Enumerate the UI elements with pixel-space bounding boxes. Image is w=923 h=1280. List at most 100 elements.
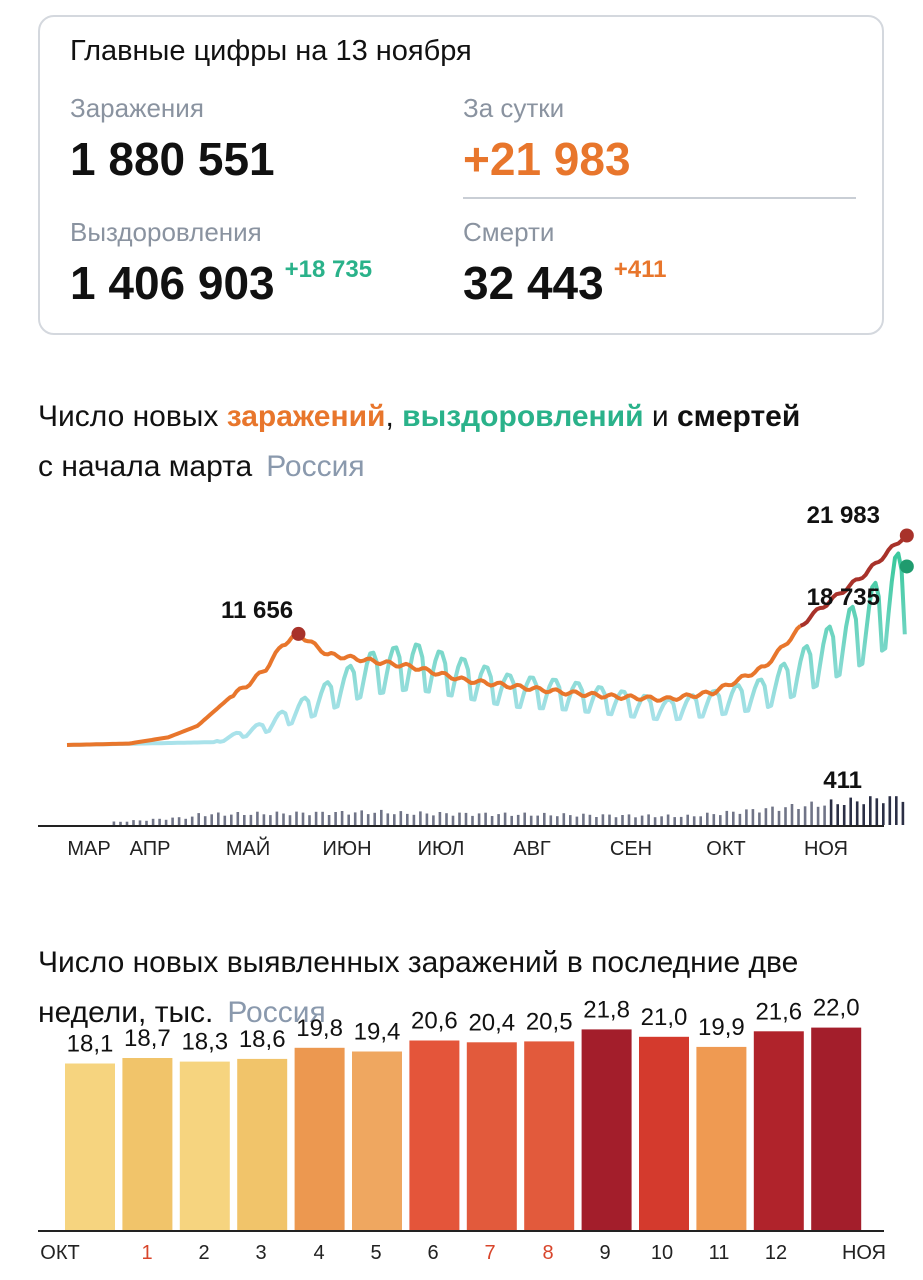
stat-infections: Заражения 1 880 551 <box>70 93 275 186</box>
bar-value-label: 20,4 <box>468 1009 515 1036</box>
death-bar <box>112 821 116 825</box>
death-bar <box>125 821 129 825</box>
death-bar <box>138 820 142 825</box>
death-bar <box>334 812 337 825</box>
death-bar <box>523 812 526 825</box>
death-bar <box>327 815 331 825</box>
death-bar <box>282 813 285 825</box>
death-bar <box>784 807 787 825</box>
bar-value-label: 21,8 <box>583 996 630 1023</box>
death-bar <box>842 805 846 825</box>
death-bar <box>151 818 155 825</box>
death-bar <box>380 809 383 825</box>
death-bar <box>386 813 390 825</box>
x-tick-label: 1 <box>141 1242 152 1264</box>
bar-day-2 <box>179 1061 230 1230</box>
recoveries-delta: +18 735 <box>284 256 373 283</box>
stat-deaths: Смерти 32 443 +411 <box>463 217 666 310</box>
series-line-infections <box>66 624 802 747</box>
x-tick-label: 10 <box>651 1242 673 1264</box>
death-bar <box>164 819 168 825</box>
x-tick-label: ИЮН <box>322 838 371 860</box>
death-bar <box>438 812 442 825</box>
death-bar <box>497 814 500 825</box>
x-tick-label: МАР <box>67 838 110 860</box>
x-tick-label: 12 <box>765 1242 787 1264</box>
death-bar <box>308 815 311 825</box>
end-label-deaths: 411 <box>823 767 862 794</box>
death-bar <box>738 813 742 825</box>
chart1-title-since: с начала марта <box>38 450 253 483</box>
summary-divider <box>463 197 856 199</box>
bar-day-5 <box>352 1051 402 1230</box>
bar-value-label: 19,9 <box>698 1014 745 1041</box>
x-tick-label: ОКТ <box>40 1242 79 1264</box>
chart2-title-line1: Число новых выявленных заражений в после… <box>38 946 799 979</box>
death-bar <box>490 816 494 825</box>
death-bar <box>895 796 898 825</box>
death-bar <box>184 818 187 825</box>
death-bar <box>849 797 852 825</box>
death-bar <box>484 812 487 825</box>
death-bar <box>666 814 670 825</box>
stat-daily: За сутки +21 983 <box>463 93 631 186</box>
death-bar <box>569 815 572 825</box>
death-bar <box>692 816 696 825</box>
death-bar <box>399 811 403 825</box>
x-tick-label: 8 <box>542 1242 553 1264</box>
death-bar <box>764 808 768 825</box>
death-bar <box>647 814 650 825</box>
x-tick-label: 3 <box>255 1242 266 1264</box>
death-bar <box>477 813 481 825</box>
death-bar <box>660 816 663 825</box>
chart-new-cases-line: МАР АПР МАЙ ИЮН ИЮЛ АВГ СЕН ОКТ НОЯ 11 656 21 983 1… <box>38 502 914 860</box>
bar-value-label: 18,6 <box>239 1026 286 1053</box>
death-bar <box>347 814 350 825</box>
death-bar <box>751 809 755 825</box>
death-bar <box>197 813 200 825</box>
stat-recoveries: Выздоровления 1 406 903 +18 735 <box>70 217 372 310</box>
death-bar <box>458 812 461 825</box>
bar-day-13 <box>811 1027 862 1230</box>
bar-day-6 <box>409 1040 460 1230</box>
bar-value-label: 21,6 <box>755 998 802 1025</box>
x-tick-label: МАЙ <box>226 836 270 860</box>
death-bar <box>353 812 357 825</box>
chart1-title: Число новых заражений, выздоровлений и с… <box>38 392 800 492</box>
death-bar <box>360 810 363 825</box>
end-marker-infections <box>899 528 914 543</box>
end-label-infections: 21 983 <box>807 502 880 529</box>
deaths-delta: +411 <box>613 256 667 283</box>
bar-day-10 <box>639 1036 689 1230</box>
recoveries-value: 1 406 903 <box>70 257 275 309</box>
deaths-value: 32 443 <box>463 257 604 309</box>
x-tick-label: НОЯ <box>842 1242 886 1264</box>
death-bar <box>210 814 213 825</box>
bar-day-8 <box>524 1041 575 1230</box>
death-bar <box>803 806 807 825</box>
summary-title: Главные цифры на 13 ноября <box>70 35 472 67</box>
bar-day-31 <box>65 1063 115 1230</box>
death-bar <box>673 817 676 825</box>
death-bar <box>503 812 507 825</box>
daily-value: +21 983 <box>463 133 631 185</box>
death-bar <box>882 803 885 825</box>
death-bar <box>621 815 624 825</box>
chart1-region: Россия <box>266 450 365 483</box>
death-bar <box>412 814 416 825</box>
x-tick-label: АВГ <box>513 838 551 860</box>
death-bar <box>888 796 892 825</box>
death-bar <box>875 798 879 825</box>
death-bar <box>177 817 181 825</box>
infections-value: 1 880 551 <box>70 133 275 185</box>
summary-card: Главные цифры на 13 ноября Заражения 1 8… <box>38 15 884 335</box>
chart1-title-line1: Число новых заражений, выздоровлений и с… <box>38 392 800 442</box>
death-bar <box>706 812 709 825</box>
chart2-title-line2: недели, тыс. Россия <box>38 988 798 1038</box>
death-bar <box>425 813 429 825</box>
bar-value-label: 19,8 <box>296 1015 343 1042</box>
death-bar <box>132 820 135 825</box>
death-bar <box>562 813 566 825</box>
death-bar <box>679 816 683 825</box>
